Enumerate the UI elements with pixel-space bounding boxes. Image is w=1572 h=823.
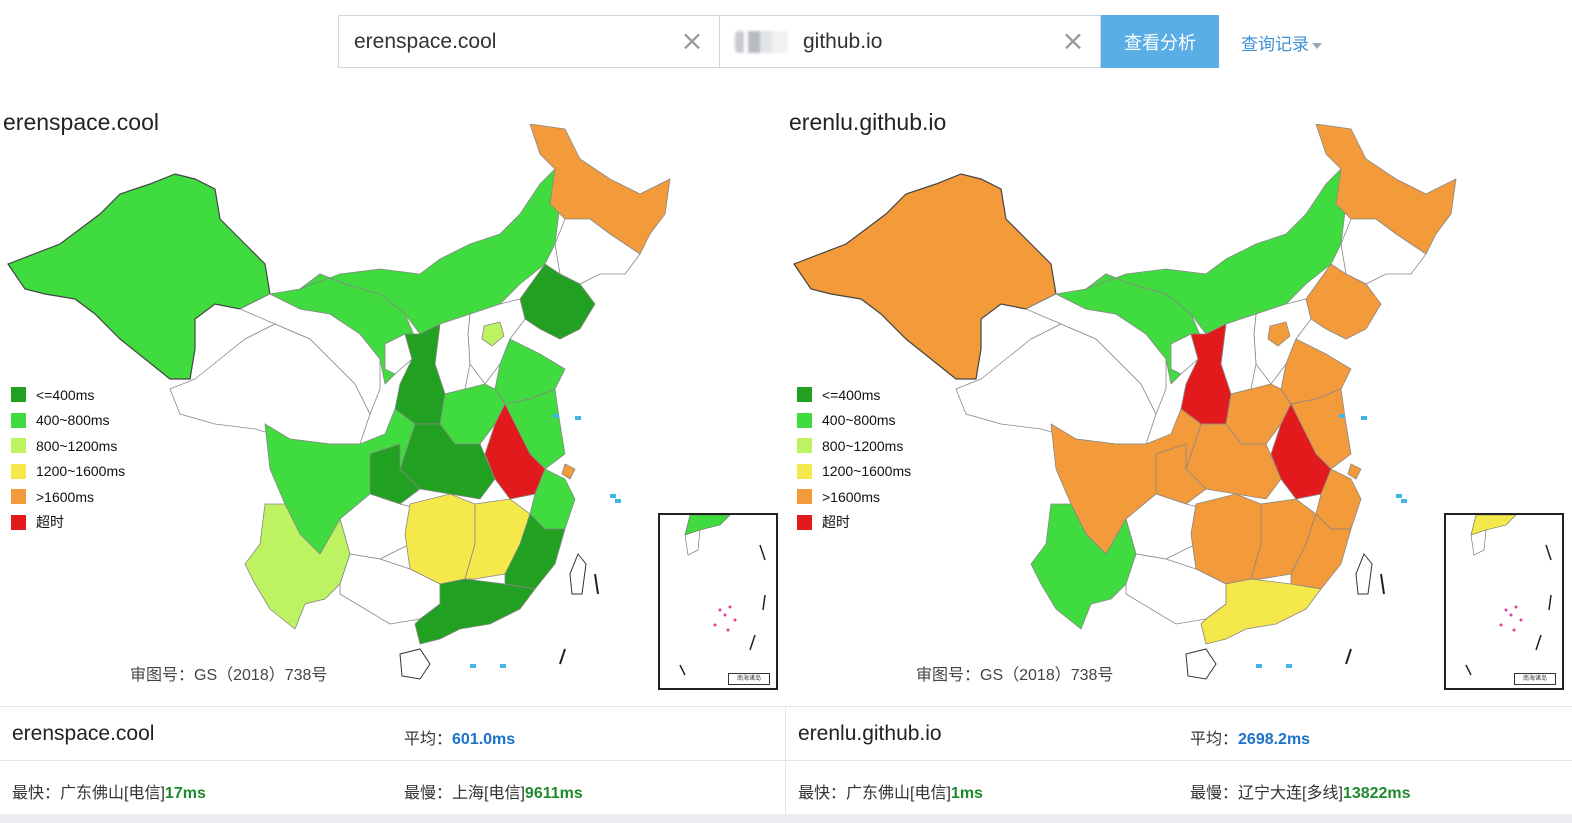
- clear-domain2-icon[interactable]: ×: [1061, 24, 1085, 57]
- region-beijing[interactable]: [481, 321, 505, 347]
- region-taiwan[interactable]: [1355, 553, 1373, 595]
- stats-domain: erenspace.cool: [12, 722, 155, 745]
- map-approval-number: 审图号：GS（2018）738号: [130, 667, 328, 684]
- search-bar: erenspace.cool × github.io × 查看分析: [338, 15, 1219, 68]
- region-yunnan[interactable]: [1030, 503, 1137, 630]
- bottom-divider: [0, 814, 1572, 823]
- legend-item: 1200~1600ms: [11, 459, 125, 485]
- stats-panel-right: erenlu.github.io 平均：2698.2ms 最快：广东佛山[电信]…: [786, 706, 1572, 814]
- region-yunnan[interactable]: [244, 503, 351, 630]
- legend-item: 超时: [11, 510, 125, 536]
- region-shanghai[interactable]: [1347, 463, 1362, 480]
- domain1-input[interactable]: erenspace.cool ×: [338, 15, 720, 68]
- region-xinjiang[interactable]: [7, 173, 271, 380]
- legend-swatch: [11, 489, 26, 505]
- stats-extremes-row: 最快：广东佛山[电信]17ms 最慢：上海[电信]9611ms: [0, 761, 785, 814]
- legend-item: >1600ms: [11, 484, 125, 510]
- caret-down-icon: [1312, 42, 1322, 49]
- region-hunan[interactable]: [1190, 493, 1262, 585]
- stats-slowest: 最慢：上海[电信]9611ms: [404, 785, 583, 802]
- legend-swatch: [797, 438, 812, 454]
- region-tibet[interactable]: [955, 323, 1157, 445]
- region-ningxia[interactable]: [384, 333, 413, 375]
- legend-item: 1200~1600ms: [797, 459, 911, 485]
- legend-item: <=400ms: [797, 382, 911, 408]
- legend-swatch: [11, 514, 26, 530]
- domain2-value: github.io: [803, 29, 883, 53]
- history-label: 查询记录: [1241, 35, 1309, 54]
- legend-item: 超时: [797, 510, 911, 536]
- legend-swatch: [797, 489, 812, 505]
- legend-swatch: [11, 463, 26, 479]
- region-taiwan[interactable]: [569, 553, 587, 595]
- stats-fastest: 最快：广东佛山[电信]1ms: [798, 785, 983, 802]
- region-heilongjiang[interactable]: [529, 124, 671, 255]
- south-china-sea-inset: 南海诸岛: [1444, 513, 1564, 690]
- legend-swatch: [797, 387, 812, 403]
- stats-summary-row: erenspace.cool 平均：601.0ms: [0, 707, 785, 761]
- inset-map: [679, 515, 766, 676]
- clear-domain1-icon[interactable]: ×: [680, 24, 704, 57]
- legend-swatch: [11, 387, 26, 403]
- south-china-sea-inset: 南海诸岛: [658, 513, 778, 690]
- domain2-input[interactable]: github.io ×: [720, 15, 1101, 68]
- sea-label-marks: [470, 414, 621, 668]
- legend-swatch: [11, 438, 26, 454]
- sea-label-marks: [1256, 414, 1407, 668]
- stats-slowest: 最慢：辽宁大连[多线]13822ms: [1190, 785, 1411, 802]
- analyze-button[interactable]: 查看分析: [1101, 15, 1219, 68]
- region-hainan[interactable]: [1185, 648, 1217, 680]
- stats-fastest: 最快：广东佛山[电信]17ms: [12, 785, 206, 802]
- blurred-redaction: [735, 30, 801, 53]
- stats-average: 平均：2698.2ms: [1190, 731, 1311, 748]
- legend-item: 400~800ms: [11, 408, 125, 434]
- legend-item: 800~1200ms: [11, 433, 125, 459]
- china-map-left: [7, 124, 671, 680]
- boundary-dashes: [559, 573, 599, 665]
- region-hainan[interactable]: [399, 648, 431, 680]
- region-shanghai[interactable]: [561, 463, 576, 480]
- map-approval-number: 审图号：GS（2018）738号: [916, 667, 1114, 684]
- legend-swatch: [11, 412, 26, 428]
- panel-title: erenspace.cool: [3, 109, 159, 135]
- legend: <=400ms 400~800ms 800~1200ms 1200~1600ms…: [797, 382, 911, 535]
- region-fujian[interactable]: [504, 513, 566, 590]
- stats-extremes-row: 最快：广东佛山[电信]1ms 最慢：辽宁大连[多线]13822ms: [786, 761, 1572, 814]
- region-heilongjiang[interactable]: [1315, 124, 1457, 255]
- region-fujian[interactable]: [1290, 513, 1352, 590]
- inset-label: 南海诸岛: [728, 673, 770, 685]
- region-guangdong[interactable]: [1200, 578, 1322, 645]
- map-panel-left: erenspace.cool: [0, 100, 786, 706]
- legend-item: 800~1200ms: [797, 433, 911, 459]
- map-panel-right: erenlu.github.io: [786, 100, 1572, 706]
- legend-swatch: [797, 514, 812, 530]
- region-beijing[interactable]: [1267, 321, 1291, 347]
- region-tibet[interactable]: [169, 323, 371, 445]
- region-hunan[interactable]: [404, 493, 476, 585]
- panel-title: erenlu.github.io: [789, 109, 947, 135]
- stats-domain: erenlu.github.io: [798, 722, 942, 745]
- legend-item: 400~800ms: [797, 408, 911, 434]
- boundary-dashes: [1345, 573, 1385, 665]
- domain1-value: erenspace.cool: [354, 29, 497, 53]
- legend-swatch: [797, 463, 812, 479]
- stats-panel-left: erenspace.cool 平均：601.0ms 最快：广东佛山[电信]17m…: [0, 706, 786, 814]
- region-ningxia[interactable]: [1170, 333, 1199, 375]
- legend-item: <=400ms: [11, 382, 125, 408]
- legend-item: >1600ms: [797, 484, 911, 510]
- legend: <=400ms 400~800ms 800~1200ms 1200~1600ms…: [11, 382, 125, 535]
- region-guangdong[interactable]: [414, 578, 536, 645]
- region-xinjiang[interactable]: [793, 173, 1057, 380]
- stats-average: 平均：601.0ms: [404, 731, 516, 748]
- inset-label: 南海诸岛: [1514, 673, 1556, 685]
- history-dropdown[interactable]: 查询记录: [1241, 30, 1322, 55]
- china-map-right: [793, 124, 1457, 680]
- legend-swatch: [797, 412, 812, 428]
- stats-summary-row: erenlu.github.io 平均：2698.2ms: [786, 707, 1572, 761]
- inset-map: [1465, 515, 1552, 676]
